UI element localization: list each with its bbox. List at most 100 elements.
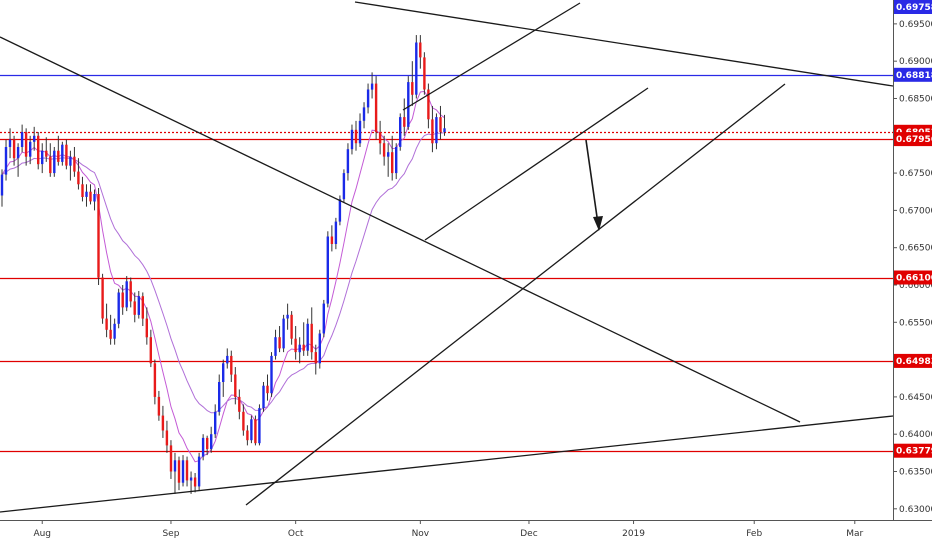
candle-body [318, 333, 321, 364]
candle-body [391, 152, 394, 174]
level-price-tag [894, 67, 932, 82]
candle-body [310, 323, 313, 353]
candle-body [258, 408, 261, 444]
candle-body [362, 107, 366, 121]
candle-body [129, 281, 132, 302]
candle-body [230, 355, 233, 375]
candle-body [254, 419, 257, 444]
candle-body [89, 191, 92, 202]
forecast-arrow-head[interactable] [593, 216, 603, 231]
trendline-rising-support[interactable] [245, 83, 786, 506]
candle-body [334, 221, 338, 244]
candle-body [411, 82, 414, 95]
candle-body [435, 117, 438, 144]
candle-body [302, 344, 305, 351]
candle-body [262, 385, 265, 409]
candle-body [298, 344, 301, 353]
level-price-text: 0.69758 [896, 3, 932, 13]
candle-body [137, 296, 140, 315]
candle-body [49, 156, 52, 174]
candle-body [346, 149, 350, 174]
x-tick-label: Sep [162, 529, 179, 539]
candle-body [16, 147, 20, 159]
channel-lower-line[interactable] [424, 87, 649, 241]
candle-body [374, 83, 378, 133]
candle-body [4, 147, 8, 175]
candle-body [41, 150, 44, 165]
candle-body [141, 296, 144, 319]
candle-body [133, 301, 136, 315]
candle-body [24, 132, 28, 157]
candle-body [189, 477, 193, 481]
candle-body [274, 337, 277, 356]
candle-body [431, 119, 434, 144]
candle-body [53, 150, 56, 174]
candle-body [109, 329, 112, 339]
candle-body [173, 460, 177, 472]
y-tick-label: 0.69500 [899, 20, 932, 30]
candle-body [185, 460, 189, 481]
candle-body [378, 132, 382, 144]
candle-body [282, 318, 285, 349]
candle-body [181, 460, 185, 483]
candle-body [169, 445, 173, 472]
candle-body [238, 396, 241, 412]
candle-body [382, 143, 386, 157]
candle-body [193, 477, 197, 487]
candle-body [121, 292, 124, 308]
candles [0, 35, 446, 494]
candle-body [439, 117, 442, 132]
candle-body [37, 135, 40, 165]
candle-body [387, 152, 390, 157]
candle-body [69, 156, 72, 166]
candle-body [407, 82, 410, 127]
trendline-long-descending[interactable] [0, 36, 801, 423]
candle-body [105, 318, 108, 330]
candle-body [338, 199, 342, 222]
candle-body [117, 292, 120, 324]
candle-body [157, 396, 161, 416]
candle-body [314, 352, 317, 364]
candle-body [270, 355, 273, 394]
candle-body [20, 132, 24, 147]
channel-upper-line[interactable] [402, 2, 581, 111]
level-price-labels: 0.697580.688180.680530.679560.661000.649… [894, 0, 932, 458]
candle-body [97, 194, 100, 278]
time-axis[interactable]: Aug Sep Oct Nov Dec 2019 Feb Mar [33, 520, 864, 539]
ema-21-line [1, 132, 445, 414]
candle-body [278, 337, 281, 349]
candle-body [326, 236, 329, 304]
candle-body [242, 411, 245, 431]
candle-body [399, 117, 402, 147]
candle-body [234, 374, 237, 397]
candle-body [214, 411, 217, 435]
candle-body [206, 437, 209, 450]
horizontal-levels [0, 74, 893, 453]
level-price-text: 0.68818 [896, 71, 932, 81]
candle-body [395, 147, 398, 174]
trendline-bottom-support[interactable] [0, 415, 894, 513]
candle-body [403, 117, 406, 127]
candle-body [342, 173, 346, 200]
trendline-upper-descending[interactable] [354, 1, 894, 87]
candle-body [161, 415, 165, 431]
x-tick-label: Aug [33, 529, 51, 539]
candle-body [358, 120, 362, 144]
candle-body [12, 139, 16, 159]
x-tick-label: Mar [846, 529, 863, 539]
forecast-arrow-shaft[interactable] [585, 139, 599, 225]
level-price-tag [894, 270, 932, 285]
candle-body [226, 355, 229, 364]
moving-averages [1, 90, 445, 463]
candle-body [197, 456, 201, 487]
candle-body [113, 323, 116, 339]
level-price-text: 0.67956 [896, 135, 932, 145]
candle-body [366, 89, 370, 108]
candle-body [65, 144, 68, 166]
